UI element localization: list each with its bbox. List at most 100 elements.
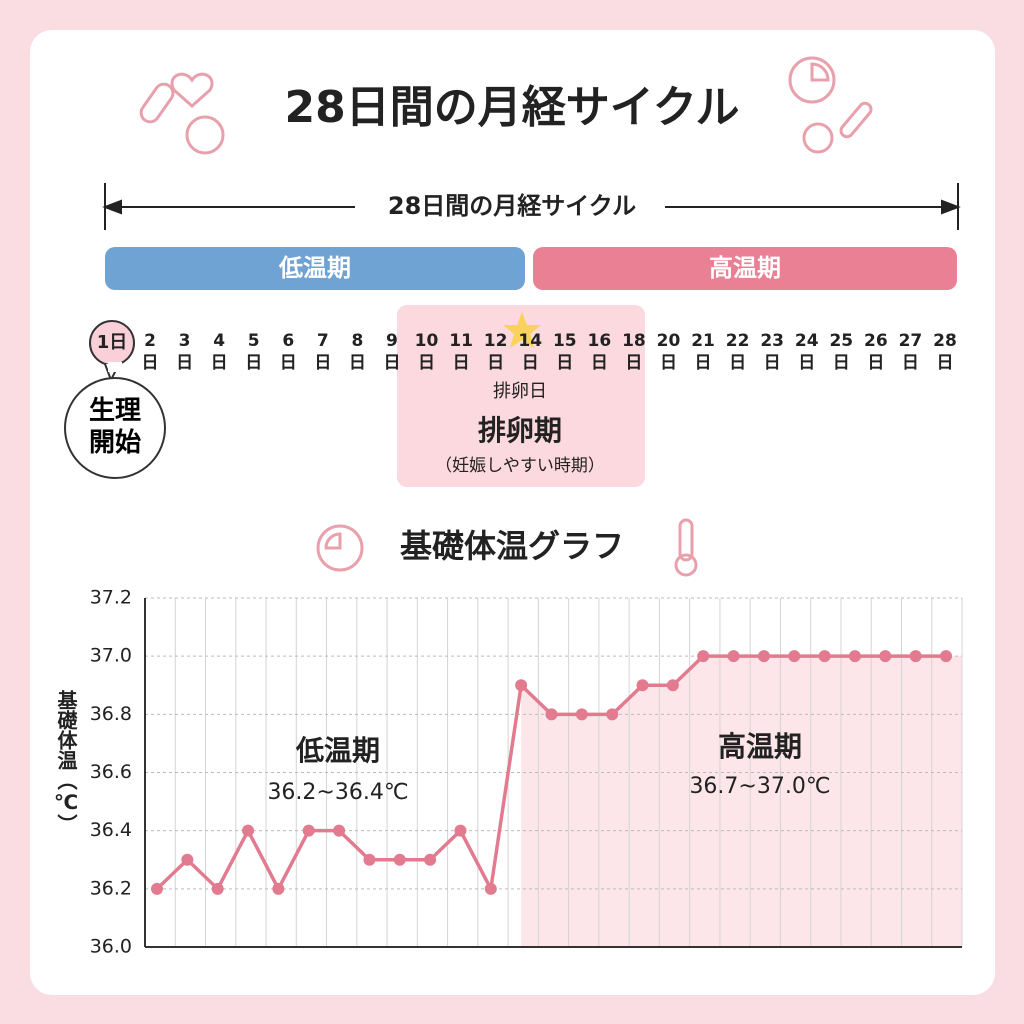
day-unit: 日 (763, 353, 781, 373)
day-number: 22 (725, 331, 750, 351)
day-number: 15 (552, 331, 577, 351)
data-point (545, 708, 558, 721)
ovulation-day: 排卵日 (493, 381, 547, 402)
day-unit: 日 (452, 353, 470, 373)
day-number: 12 (483, 331, 508, 351)
bubble-join (108, 362, 122, 372)
day-unit: 日 (659, 353, 677, 373)
day-unit: 日 (625, 353, 643, 373)
day-number: 14 (518, 331, 543, 351)
data-point (757, 650, 770, 663)
day-number: 25 (829, 331, 854, 351)
day-unit: 日 (141, 353, 159, 373)
day-unit: 日 (383, 353, 401, 373)
data-point (727, 650, 740, 663)
y-tick-label: 37.2 (90, 587, 132, 609)
period-start: 生理開始 (88, 396, 141, 458)
day-unit: 日 (210, 353, 228, 373)
day-unit: 日 (590, 353, 608, 373)
day-unit: 日 (832, 353, 850, 373)
day-unit: 日 (694, 353, 712, 373)
day-label: 15 日 (548, 330, 582, 374)
day-number: 11 (449, 331, 473, 351)
title: 28日間の月経サイクル (284, 82, 739, 133)
day-number: 5 (247, 331, 260, 351)
day-unit: 日 (901, 353, 919, 373)
day-unit: 日 (556, 353, 574, 373)
day-number: 1 (97, 332, 110, 353)
ovulation-note: （妊娠しやすい時期） (435, 456, 605, 476)
day-unit: 日 (279, 353, 297, 373)
day-label: 22 日 (721, 330, 755, 374)
day-label: 23 日 (755, 330, 789, 374)
day-number: 6 (282, 331, 295, 351)
high-phase-shade (521, 656, 962, 947)
cycle-label: 28日間の月経サイクル (388, 192, 636, 220)
data-point (818, 650, 831, 663)
annotation: 低温期 (295, 734, 380, 767)
decor-icons (139, 56, 873, 577)
arrow-label-bg (355, 190, 665, 224)
ovulation-box (397, 305, 645, 487)
y-tick-label: 37.0 (90, 645, 132, 667)
data-point (788, 650, 801, 663)
data-point (333, 824, 346, 837)
bubble (64, 377, 166, 479)
day-label: 12 日 (479, 330, 513, 374)
phase-bar-low (105, 247, 525, 290)
day-number: 8 (351, 331, 364, 351)
day-number: 23 (760, 331, 784, 351)
day-number: 3 (178, 331, 191, 351)
chart-title: 基礎体温グラフ (400, 527, 624, 565)
day-unit: 日 (798, 353, 816, 373)
day-unit: 日 (348, 353, 366, 373)
day-label: 20 日 (651, 330, 685, 374)
day-number: 9 (386, 331, 398, 351)
day-unit: 日 (487, 353, 505, 373)
day-number: 18 (622, 331, 646, 351)
day-unit: 日 (314, 353, 332, 373)
data-point (272, 882, 285, 895)
ovulation-period: 排卵期 (478, 414, 562, 447)
data-point (909, 650, 922, 663)
data-point (848, 650, 861, 663)
data-point (879, 650, 892, 663)
day-unit: 日 (729, 353, 747, 373)
data-point (424, 853, 437, 866)
day-label: 27 日 (893, 330, 927, 374)
data-point (393, 853, 406, 866)
day-label: 1日 (97, 332, 128, 353)
day-label: 28 日 (928, 330, 962, 374)
phase-label: 低温期 (278, 254, 351, 282)
data-point (606, 708, 619, 721)
data-point (211, 882, 224, 895)
data-point (151, 882, 163, 895)
day-number: 2 (144, 331, 156, 351)
day-label: 10 日 (410, 330, 444, 374)
data-point (242, 824, 255, 837)
y-tick-label: 36.8 (90, 703, 132, 725)
day-label: 26 日 (859, 330, 893, 374)
data-point (697, 650, 710, 663)
data-point (484, 882, 497, 895)
y-tick-label: 36.2 (90, 877, 132, 899)
day-label: 24 日 (790, 330, 824, 374)
day-unit: 日 (521, 353, 539, 373)
y-tick-label: 36.4 (90, 819, 132, 841)
phase-bar-high (533, 247, 957, 290)
data-point (636, 679, 649, 692)
y-tick-label: 36.0 (90, 936, 132, 958)
day-label: 14 日 (513, 330, 547, 374)
data-point (181, 853, 194, 866)
data-point (575, 708, 588, 721)
day-label: 16 日 (582, 330, 616, 374)
